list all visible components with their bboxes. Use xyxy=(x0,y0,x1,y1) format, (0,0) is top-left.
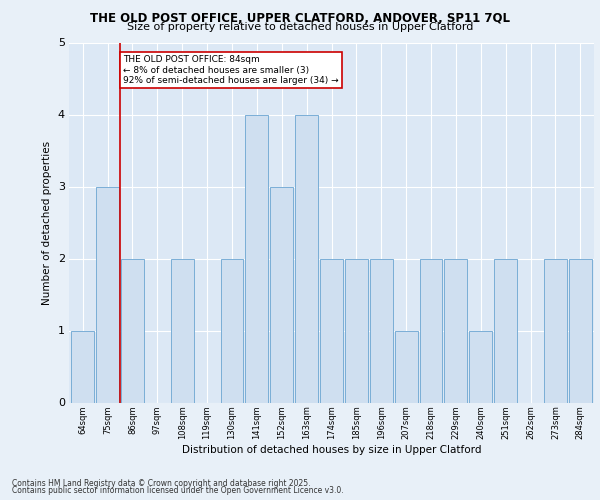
Text: THE OLD POST OFFICE: 84sqm
← 8% of detached houses are smaller (3)
92% of semi-d: THE OLD POST OFFICE: 84sqm ← 8% of detac… xyxy=(123,56,338,86)
Bar xyxy=(419,258,442,402)
Bar xyxy=(96,186,119,402)
Bar xyxy=(171,258,194,402)
Text: Contains public sector information licensed under the Open Government Licence v3: Contains public sector information licen… xyxy=(12,486,344,495)
X-axis label: Distribution of detached houses by size in Upper Clatford: Distribution of detached houses by size … xyxy=(182,444,481,454)
Bar xyxy=(121,258,144,402)
Bar xyxy=(295,114,318,403)
Text: Contains HM Land Registry data © Crown copyright and database right 2025.: Contains HM Land Registry data © Crown c… xyxy=(12,478,311,488)
Bar xyxy=(221,258,244,402)
Bar xyxy=(245,114,268,403)
Bar xyxy=(71,330,94,402)
Bar xyxy=(370,258,393,402)
Bar xyxy=(445,258,467,402)
Bar xyxy=(395,330,418,402)
Bar xyxy=(469,330,492,402)
Text: Size of property relative to detached houses in Upper Clatford: Size of property relative to detached ho… xyxy=(127,22,473,32)
Bar xyxy=(544,258,567,402)
Bar xyxy=(320,258,343,402)
Bar xyxy=(270,186,293,402)
Bar xyxy=(494,258,517,402)
Bar xyxy=(345,258,368,402)
Y-axis label: Number of detached properties: Number of detached properties xyxy=(42,140,52,304)
Bar xyxy=(569,258,592,402)
Text: THE OLD POST OFFICE, UPPER CLATFORD, ANDOVER, SP11 7QL: THE OLD POST OFFICE, UPPER CLATFORD, AND… xyxy=(90,12,510,26)
